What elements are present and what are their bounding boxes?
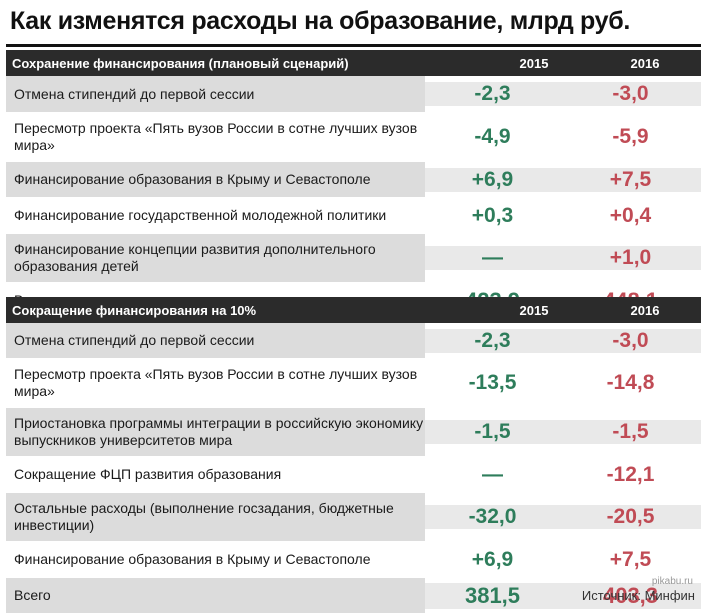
table-row: Финансирование государственной молодежно… [6,198,701,234]
row-label: Финансирование образования в Крыму и Сев… [6,162,425,197]
total-2016: 403,3 [560,582,701,609]
page-title: Как изменятся расходы на образование, мл… [10,7,631,35]
value-2016: -20,5 [560,505,701,529]
year-2016-header: 2016 [630,55,660,71]
row-label: Остальные расходы (выполнение госзадания… [6,493,425,541]
year-2016-header: 2016 [630,302,660,318]
title-rule [6,44,701,47]
value-2015: -2,3 [425,82,560,106]
section-heading: Сохранение финансирования (плановый сцен… [12,55,349,71]
value-2016: -5,9 [612,125,649,148]
value-2015: +6,9 [471,547,514,571]
value-2016: +0,4 [609,203,652,227]
table-row: Финансирование концепции развития дополн… [6,234,701,283]
source-note: Источник: Минфин [581,588,695,603]
table-row: Финансирование образования в Крыму и Сев… [6,542,701,578]
row-label: Финансирование образования в Крыму и Сев… [14,551,371,567]
row-label: Приостановка программы интеграции в росс… [6,408,425,456]
row-label: Финансирование государственной молодежно… [14,207,387,223]
value-2016: -3,0 [560,82,701,106]
value-2016: +1,0 [560,246,701,270]
total-row: Всего 381,5 403,3 [6,578,701,614]
table-row: Остальные расходы (выполнение госзадания… [6,493,701,542]
value-2016: +7,5 [609,547,652,571]
table-row: Сокращение ФЦП развития образования — -1… [6,457,701,493]
value-2015: — [425,246,560,270]
watermark: pikabu.ru [651,576,693,587]
year-2015-header: 2015 [519,302,549,318]
table-row: Пересмотр проекта «Пять вузов России в с… [6,113,701,162]
section-planned: Сохранение финансирования (плановый сцен… [6,50,701,319]
value-2016: -3,0 [560,328,701,353]
value-2016: -1,5 [560,420,701,444]
row-label: Сокращение ФЦП развития образования [14,466,282,482]
table-row: Отмена стипендий до первой сессии -2,3 -… [6,323,701,359]
section-header: Сокращение финансирования на 10% 2015 20… [6,297,701,323]
row-label: Всего [6,578,425,613]
row-label: Пересмотр проекта «Пять вузов России в с… [14,366,418,399]
value-2015: -13,5 [468,371,517,394]
value-2015: -32,0 [425,505,560,529]
row-label: Отмена стипендий до первой сессии [6,323,425,358]
value-2015: +0,3 [471,203,514,227]
section-header: Сохранение финансирования (плановый сцен… [6,50,701,76]
value-2016: -14,8 [606,371,655,394]
table-row: Финансирование образования в Крыму и Сев… [6,162,701,198]
section-cut-10: Сокращение финансирования на 10% 2015 20… [6,297,701,614]
value-2015: — [482,462,503,486]
row-label: Финансирование концепции развития дополн… [6,234,425,282]
table-row: Приостановка программы интеграции в росс… [6,408,701,457]
table-row: Пересмотр проекта «Пять вузов России в с… [6,359,701,408]
table-row: Отмена стипендий до первой сессии -2,3 -… [6,76,701,113]
row-label: Отмена стипендий до первой сессии [6,76,425,112]
value-2015: -2,3 [425,328,560,353]
value-2015: -4,9 [474,125,511,148]
year-2015-header: 2015 [519,55,549,71]
total-2015: 381,5 [425,582,560,609]
section-heading: Сокращение финансирования на 10% [12,302,257,318]
value-2015: -1,5 [425,420,560,444]
value-2016: +7,5 [560,167,701,192]
value-2015: +6,9 [425,167,560,192]
value-2016: -12,1 [606,462,655,486]
row-label: Пересмотр проекта «Пять вузов России в с… [14,120,418,153]
